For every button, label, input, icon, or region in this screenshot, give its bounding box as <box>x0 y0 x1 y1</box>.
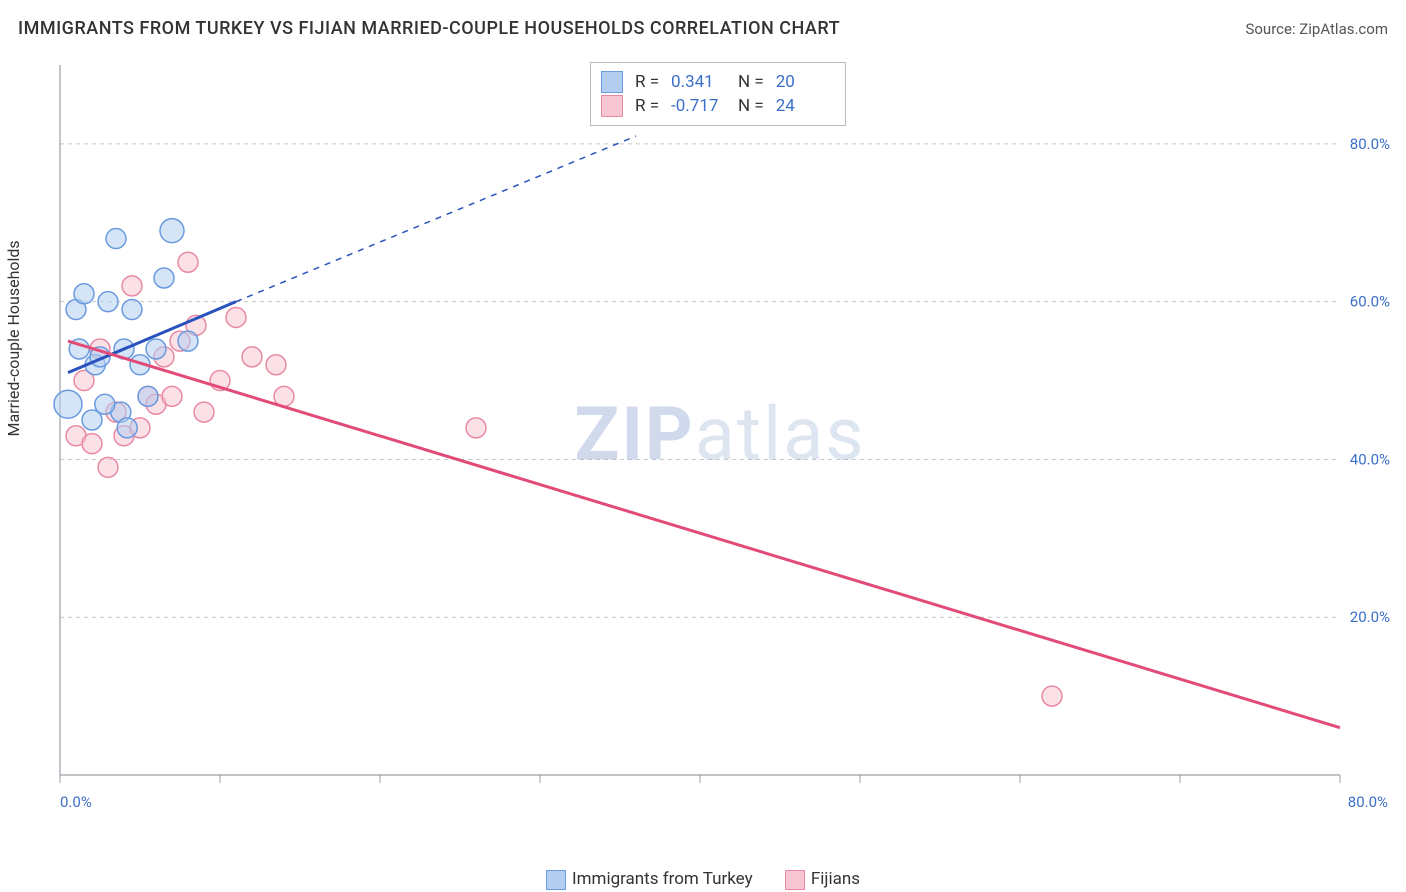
svg-text:80.0%: 80.0% <box>1350 135 1390 153</box>
legend-item-b: Fijians <box>785 869 860 889</box>
legend-item-a: Immigrants from Turkey <box>546 869 757 889</box>
svg-text:20.0%: 20.0% <box>1350 608 1390 626</box>
legend-label-a: Immigrants from Turkey <box>572 869 753 889</box>
stats-row-b: R = -0.717 N = 24 <box>601 95 831 117</box>
chart-source: Source: ZipAtlas.com <box>1245 20 1388 38</box>
swatch-series-a <box>601 71 623 93</box>
stat-r-b: -0.717 <box>671 96 726 116</box>
legend-bottom: Immigrants from Turkey Fijians <box>0 869 1406 890</box>
stat-label: N = <box>738 72 764 92</box>
chart-header: IMMIGRANTS FROM TURKEY VS FIJIAN MARRIED… <box>18 18 1388 39</box>
stat-label: N = <box>738 96 764 116</box>
stat-label: R = <box>635 96 659 116</box>
svg-text:80.0%: 80.0% <box>1348 793 1388 811</box>
svg-text:40.0%: 40.0% <box>1350 450 1390 468</box>
svg-text:60.0%: 60.0% <box>1350 293 1390 311</box>
scatter-plot: 20.0%40.0%60.0%80.0%0.0%80.0% ZIPatlas <box>50 55 1390 815</box>
svg-text:0.0%: 0.0% <box>60 793 92 811</box>
legend-label-b: Fijians <box>811 869 860 889</box>
swatch-legend-a <box>546 870 566 890</box>
stats-box: R = 0.341 N = 20 R = -0.717 N = 24 <box>590 62 846 126</box>
swatch-series-b <box>601 95 623 117</box>
stats-row-a: R = 0.341 N = 20 <box>601 71 831 93</box>
stat-r-a: 0.341 <box>671 72 726 92</box>
stat-n-b: 24 <box>776 96 831 116</box>
swatch-legend-b <box>785 870 805 890</box>
stat-label: R = <box>635 72 659 92</box>
chart-title: IMMIGRANTS FROM TURKEY VS FIJIAN MARRIED… <box>18 18 840 39</box>
stat-n-a: 20 <box>776 72 831 92</box>
y-axis-label: Married-couple Households <box>4 240 23 436</box>
